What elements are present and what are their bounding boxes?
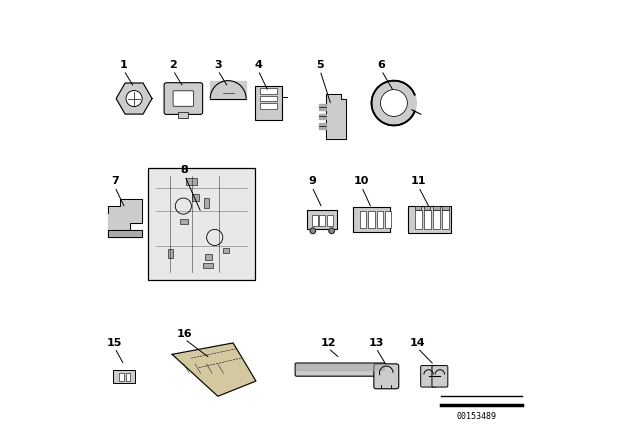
- Bar: [186, 178, 197, 185]
- Bar: [205, 254, 212, 260]
- FancyBboxPatch shape: [260, 95, 277, 101]
- Text: 00153489: 00153489: [457, 412, 497, 421]
- FancyBboxPatch shape: [260, 88, 277, 94]
- FancyBboxPatch shape: [295, 363, 385, 376]
- Bar: [148, 168, 255, 280]
- Text: 2: 2: [169, 60, 177, 70]
- Text: 15: 15: [107, 338, 122, 348]
- Bar: [353, 207, 390, 232]
- Bar: [168, 249, 173, 258]
- FancyBboxPatch shape: [420, 366, 436, 387]
- Circle shape: [380, 90, 408, 116]
- Polygon shape: [108, 230, 142, 237]
- Bar: [319, 113, 326, 120]
- Bar: [433, 206, 440, 210]
- Text: 13: 13: [368, 338, 384, 348]
- Text: 5: 5: [316, 60, 324, 70]
- Bar: [204, 198, 209, 208]
- Text: 4: 4: [254, 60, 262, 70]
- Bar: [113, 370, 135, 383]
- FancyBboxPatch shape: [374, 364, 399, 389]
- Bar: [415, 206, 421, 210]
- Polygon shape: [326, 95, 346, 139]
- Bar: [319, 123, 326, 129]
- Text: 16: 16: [177, 329, 193, 339]
- Bar: [193, 194, 198, 201]
- Polygon shape: [108, 199, 142, 230]
- Text: 6: 6: [378, 60, 385, 70]
- Text: 1: 1: [120, 60, 127, 70]
- Polygon shape: [172, 343, 256, 396]
- FancyBboxPatch shape: [173, 91, 194, 106]
- Bar: [385, 211, 390, 228]
- Bar: [119, 373, 124, 381]
- Bar: [319, 215, 325, 226]
- Bar: [424, 206, 431, 210]
- Bar: [125, 373, 131, 381]
- Bar: [223, 248, 229, 253]
- FancyBboxPatch shape: [260, 103, 277, 109]
- Bar: [319, 103, 326, 110]
- Bar: [360, 211, 367, 228]
- Circle shape: [372, 81, 417, 125]
- Text: 11: 11: [411, 177, 426, 186]
- FancyBboxPatch shape: [179, 112, 188, 118]
- Bar: [312, 215, 317, 226]
- Bar: [424, 210, 431, 229]
- Text: 7: 7: [111, 177, 118, 186]
- Bar: [408, 206, 451, 233]
- Polygon shape: [116, 83, 152, 114]
- Text: 8: 8: [181, 165, 189, 175]
- Text: 12: 12: [320, 338, 336, 348]
- Text: 10: 10: [354, 177, 369, 186]
- Bar: [204, 263, 213, 268]
- FancyBboxPatch shape: [432, 366, 448, 387]
- Bar: [442, 210, 449, 229]
- Bar: [369, 211, 374, 228]
- Circle shape: [329, 228, 335, 234]
- FancyBboxPatch shape: [255, 86, 282, 120]
- Circle shape: [126, 90, 142, 107]
- Bar: [415, 210, 422, 229]
- Bar: [376, 211, 383, 228]
- FancyBboxPatch shape: [164, 83, 203, 114]
- Text: 14: 14: [410, 338, 426, 348]
- Bar: [442, 206, 449, 210]
- Bar: [180, 219, 188, 224]
- Circle shape: [310, 228, 316, 234]
- Bar: [307, 210, 337, 229]
- Text: 3: 3: [214, 60, 221, 70]
- Bar: [327, 215, 333, 226]
- Text: 9: 9: [308, 177, 316, 186]
- Bar: [433, 210, 440, 229]
